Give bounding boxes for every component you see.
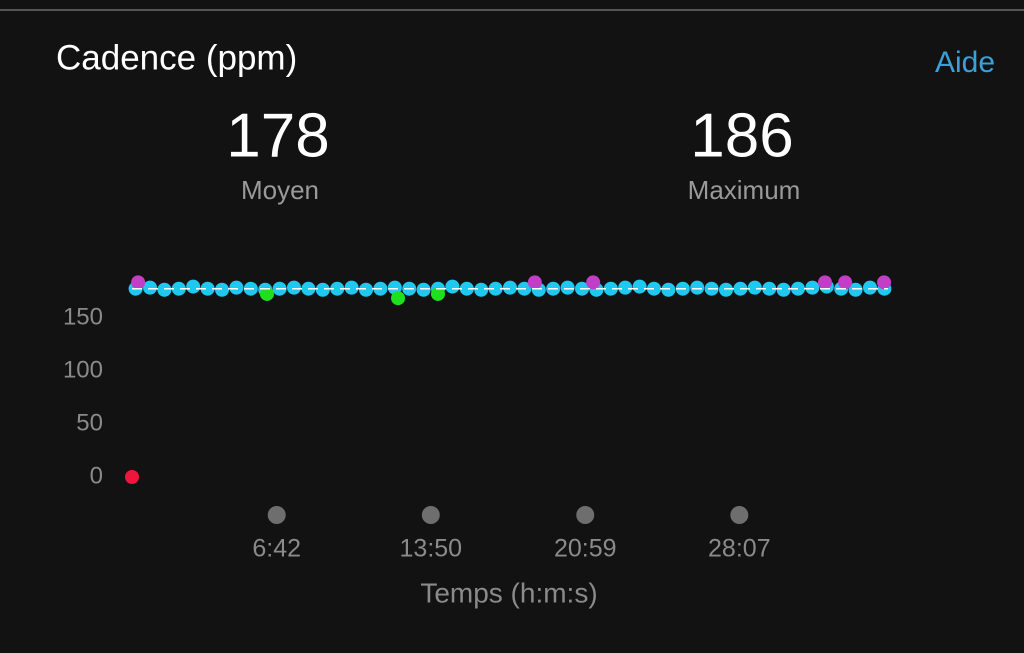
- data-point: [690, 280, 705, 295]
- data-point: [863, 280, 877, 295]
- data-point: [527, 275, 542, 290]
- data-point: [315, 282, 330, 297]
- data-point: [632, 279, 647, 294]
- x-axis-title: Temps (h:m:s): [420, 577, 597, 608]
- data-point: [330, 281, 345, 296]
- x-tick-label: 6:42: [252, 535, 301, 563]
- stat-value: 178: [226, 101, 329, 170]
- card-title: Cadence (ppm): [56, 38, 297, 77]
- data-point: [186, 279, 201, 294]
- data-point: [503, 280, 517, 295]
- data-point: [747, 280, 762, 295]
- data-point: [848, 282, 863, 297]
- data-point: [776, 282, 791, 297]
- data-point: [661, 282, 676, 297]
- data-point: [344, 280, 359, 295]
- data-point: [560, 280, 575, 295]
- y-tick-label: 150: [63, 304, 103, 331]
- x-tick-dot: [267, 506, 286, 524]
- data-point: [877, 275, 892, 290]
- x-tick-label: 20:59: [554, 535, 617, 563]
- data-point: [215, 282, 229, 297]
- stat-value: 186: [690, 101, 793, 170]
- data-point: [391, 291, 406, 306]
- data-point: [445, 279, 460, 294]
- data-point: [647, 281, 661, 296]
- x-tick-label: 13:50: [400, 535, 463, 563]
- data-point: [131, 275, 146, 290]
- data-point: [586, 275, 601, 290]
- data-point: [416, 282, 431, 297]
- data-point: [488, 281, 503, 296]
- x-tick-dot: [576, 506, 595, 524]
- data-point: [359, 282, 373, 297]
- y-tick-label: 50: [76, 409, 103, 436]
- data-point: [791, 281, 805, 296]
- data-point: [157, 282, 172, 297]
- data-point: [618, 280, 633, 295]
- data-point: [838, 275, 853, 290]
- x-tick-dot: [730, 506, 749, 524]
- data-point: [603, 281, 618, 296]
- data-point: [260, 286, 274, 301]
- data-point: [459, 281, 474, 296]
- data-point: [762, 281, 777, 296]
- data-point: [805, 280, 820, 295]
- data-point: [387, 280, 402, 295]
- help-link[interactable]: Aide: [935, 46, 995, 79]
- data-point: [719, 282, 733, 297]
- x-tick-dot: [421, 506, 440, 524]
- data-point: [125, 470, 139, 484]
- stat-label: Maximum: [688, 175, 801, 205]
- stat-label: Moyen: [241, 175, 319, 205]
- y-tick-label: 0: [90, 462, 103, 489]
- data-point: [287, 280, 301, 295]
- data-point: [431, 286, 445, 301]
- data-point: [171, 281, 186, 296]
- data-point: [229, 280, 244, 295]
- data-point: [474, 282, 489, 297]
- data-point: [818, 275, 832, 290]
- data-point: [200, 281, 215, 296]
- y-tick-label: 100: [63, 357, 103, 384]
- x-tick-label: 28:07: [708, 535, 771, 563]
- data-point: [143, 280, 157, 295]
